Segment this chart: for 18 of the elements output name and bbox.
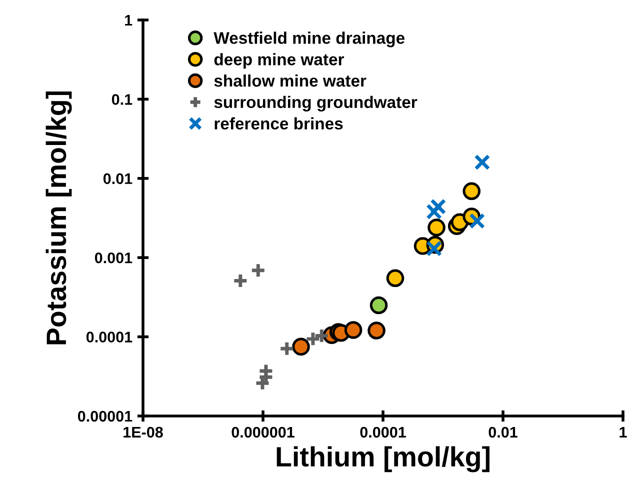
x-axis-title: Lithium [mol/kg]: [276, 446, 490, 472]
legend-label: deep mine water: [214, 53, 344, 69]
x-tick-label: 0.01: [488, 426, 518, 438]
legend-label: shallow mine water: [214, 74, 366, 87]
x-tick-label: 1E-08: [124, 426, 163, 438]
legend-label: reference brines: [214, 117, 343, 130]
x-tick-label: 0.000001: [232, 426, 294, 438]
x-tick-label: 1: [620, 426, 627, 438]
y-tick-label: 0.001: [94, 252, 132, 264]
legend-label: Westfield mine drainage: [214, 32, 405, 48]
y-axis-title: Potassium [mol/kg]: [46, 91, 72, 344]
y-tick-label: 0.01: [103, 173, 132, 184]
y-tick-label: 0.0001: [86, 332, 132, 342]
y-tick-label: 1: [125, 15, 132, 26]
y-tick-label: 0.00001: [78, 410, 132, 422]
y-tick-label: 0.1: [112, 94, 132, 105]
x-tick-label: 0.0001: [360, 426, 406, 438]
legend-label: surrounding groundwater: [214, 96, 418, 112]
